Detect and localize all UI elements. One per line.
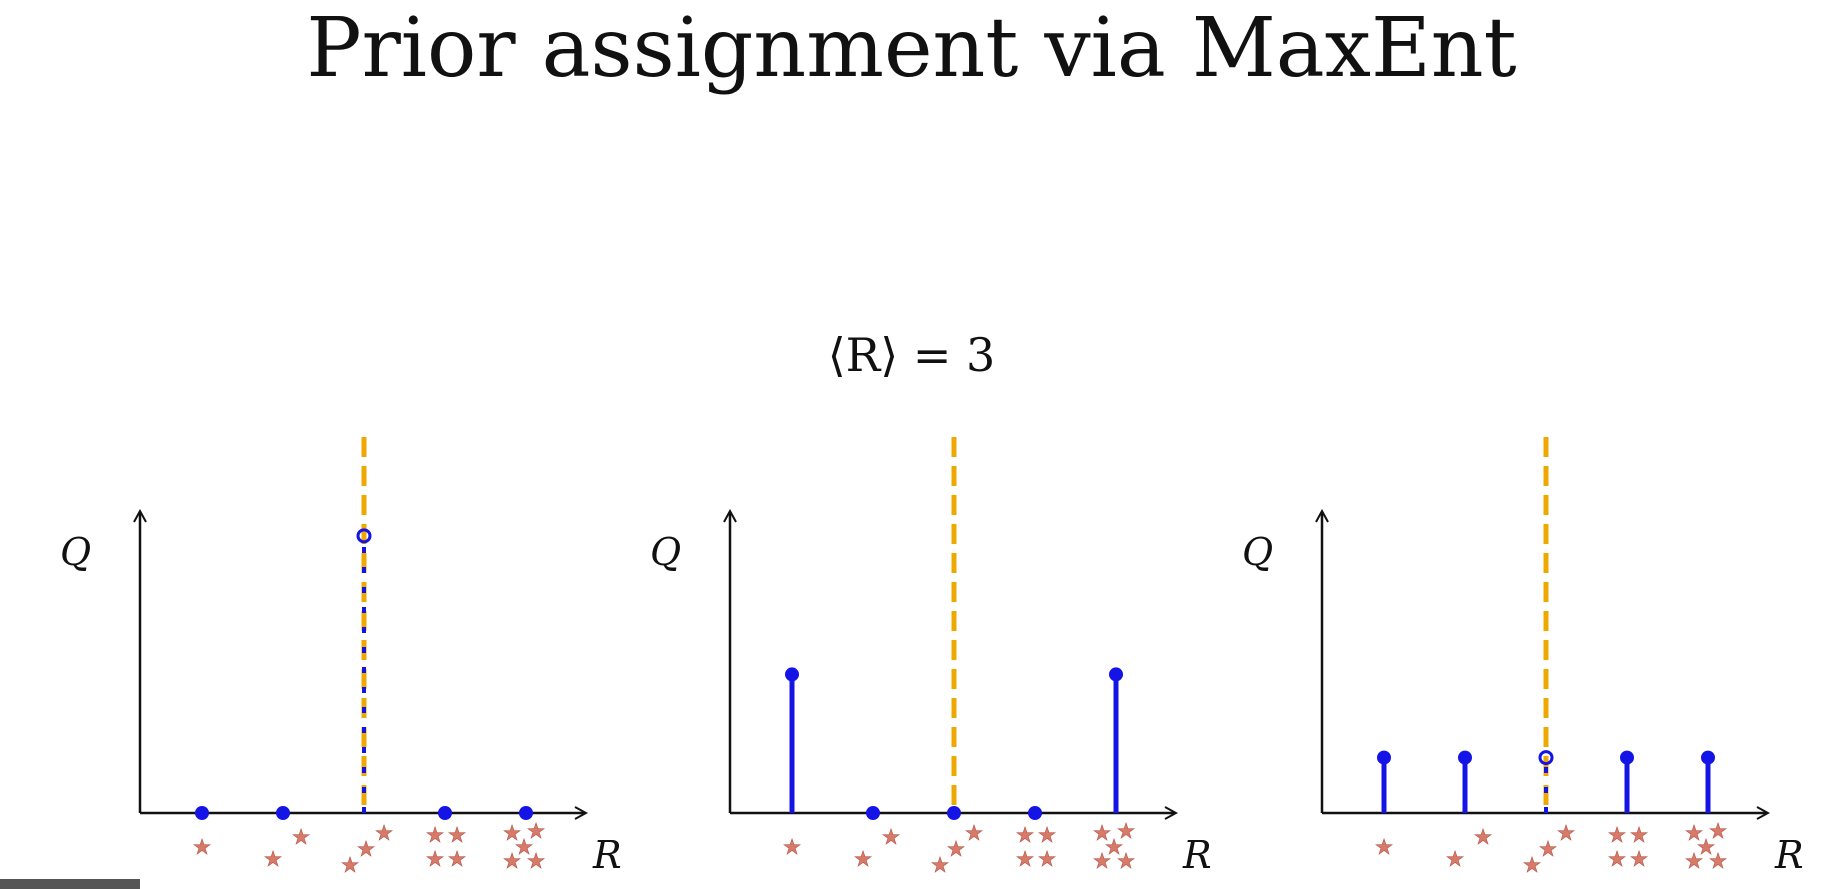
star-icon: ★	[1016, 847, 1035, 871]
star-icon: ★	[1630, 847, 1649, 871]
star-icon: ★	[854, 847, 873, 871]
star-icon: ★	[1474, 825, 1493, 849]
star-icon: ★	[375, 821, 394, 845]
slide-title: Prior assignment via MaxEnt	[306, 1, 1517, 96]
star-icon: ★	[882, 825, 901, 849]
star-icon: ★	[448, 847, 467, 871]
star-icon: ★	[1608, 847, 1627, 871]
star-icon: ★	[503, 821, 522, 845]
stem-plot-2: QR★ ★★★★★ ★ ★★ ★★ ★★★ ★	[650, 437, 1212, 877]
x-axis-label: R	[1182, 833, 1212, 877]
data-point	[1458, 750, 1472, 765]
star-icon: ★	[1093, 821, 1112, 845]
data-point	[276, 806, 290, 820]
star-icon: ★	[515, 835, 534, 859]
star-icon: ★	[1697, 835, 1716, 859]
data-point	[195, 806, 209, 820]
star-icon: ★	[1446, 847, 1465, 871]
star-icon: ★	[193, 835, 212, 859]
star-icon: ★	[1117, 819, 1136, 843]
star-icon: ★	[1685, 821, 1704, 845]
star-icon: ★	[527, 849, 546, 873]
data-point	[1620, 750, 1634, 765]
data-point	[1377, 750, 1391, 765]
stem-plot-1: QR★ ★★★★★ ★ ★★ ★★ ★★★ ★	[60, 437, 622, 877]
x-axis-label: R	[1774, 833, 1804, 877]
star-icon: ★	[1608, 823, 1627, 847]
star-icon: ★	[1093, 849, 1112, 873]
star-icon: ★	[527, 819, 546, 843]
data-point	[519, 806, 533, 820]
y-axis-label: Q	[1242, 530, 1273, 574]
data-point	[438, 806, 452, 820]
y-axis-label: Q	[60, 530, 91, 574]
constraint-label: ⟨R⟩ = 3	[827, 328, 996, 382]
x-axis-label: R	[592, 833, 622, 877]
star-icon: ★	[1105, 835, 1124, 859]
data-point	[356, 528, 372, 544]
star-icon: ★	[1117, 849, 1136, 873]
data-point	[785, 667, 799, 682]
data-point	[1109, 667, 1123, 682]
data-point	[1701, 750, 1715, 765]
star-icon: ★	[357, 837, 376, 861]
star-icon: ★	[1709, 849, 1728, 873]
star-icon: ★	[783, 835, 802, 859]
star-icon: ★	[1375, 835, 1394, 859]
star-icon: ★	[1709, 819, 1728, 843]
data-point	[1538, 750, 1554, 766]
star-icon: ★	[1539, 837, 1558, 861]
data-point	[1028, 806, 1042, 820]
star-icon: ★	[264, 847, 283, 871]
star-icon: ★	[965, 821, 984, 845]
star-icon: ★	[292, 825, 311, 849]
y-axis-label: Q	[650, 530, 681, 574]
star-icon: ★	[1557, 821, 1576, 845]
star-icon: ★	[503, 849, 522, 873]
star-icon: ★	[426, 847, 445, 871]
star-icon: ★	[426, 823, 445, 847]
star-icon: ★	[448, 823, 467, 847]
star-icon: ★	[1038, 847, 1057, 871]
star-icon: ★	[947, 837, 966, 861]
data-point	[866, 806, 880, 820]
data-point	[947, 806, 961, 820]
star-icon: ★	[1523, 853, 1542, 877]
star-icon: ★	[931, 853, 950, 877]
star-icon: ★	[1038, 823, 1057, 847]
video-progress-strip	[0, 879, 140, 889]
star-icon: ★	[341, 853, 360, 877]
star-icon: ★	[1685, 849, 1704, 873]
star-icon: ★	[1630, 823, 1649, 847]
stem-plot-3: QR★ ★★★★★ ★ ★★ ★★ ★★★ ★	[1242, 437, 1804, 877]
star-icon: ★	[1016, 823, 1035, 847]
